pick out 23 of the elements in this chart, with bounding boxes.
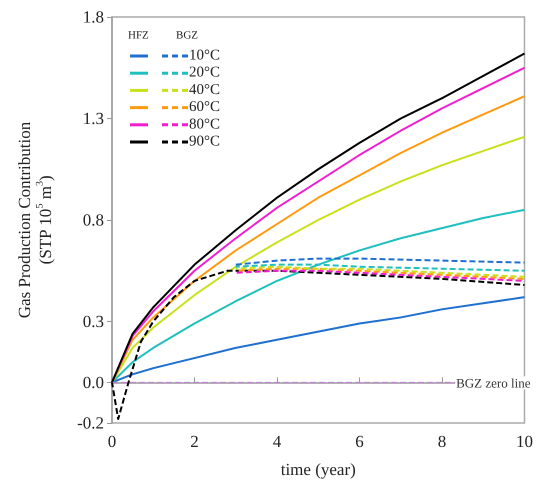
- legend-label: 10°C: [189, 48, 220, 64]
- x-tick-label: 0: [108, 432, 116, 451]
- legend-label: 60°C: [189, 99, 220, 116]
- y-tick-label: 0.0: [82, 372, 104, 392]
- x-tick-label: 8: [438, 432, 446, 451]
- y-tick-label: 0.3: [82, 312, 104, 331]
- legend-label: 90°C: [189, 134, 220, 150]
- x-axis-title: time (year): [280, 460, 356, 479]
- y-tick-label: 1.3: [82, 109, 104, 128]
- annotation: HFZ: [128, 30, 150, 42]
- legend-label: 80°C: [189, 116, 220, 132]
- x-tick-label: 4: [272, 432, 282, 451]
- x-tick-label: 6: [355, 432, 364, 451]
- annotation: BGZ: [176, 30, 198, 42]
- y-tick-label: -0.2: [77, 414, 104, 432]
- y-tick-label: 1.8: [82, 8, 104, 26]
- line-series: [234, 258, 526, 266]
- x-tick-label: 10: [516, 432, 533, 451]
- legend-label: 40°C: [189, 82, 220, 98]
- ref-line-label: BGZ zero line: [456, 375, 531, 390]
- x-tick-label: 2: [190, 432, 199, 451]
- y-tick-label: 0.8: [82, 210, 104, 230]
- legend-label: 20°C: [189, 64, 220, 81]
